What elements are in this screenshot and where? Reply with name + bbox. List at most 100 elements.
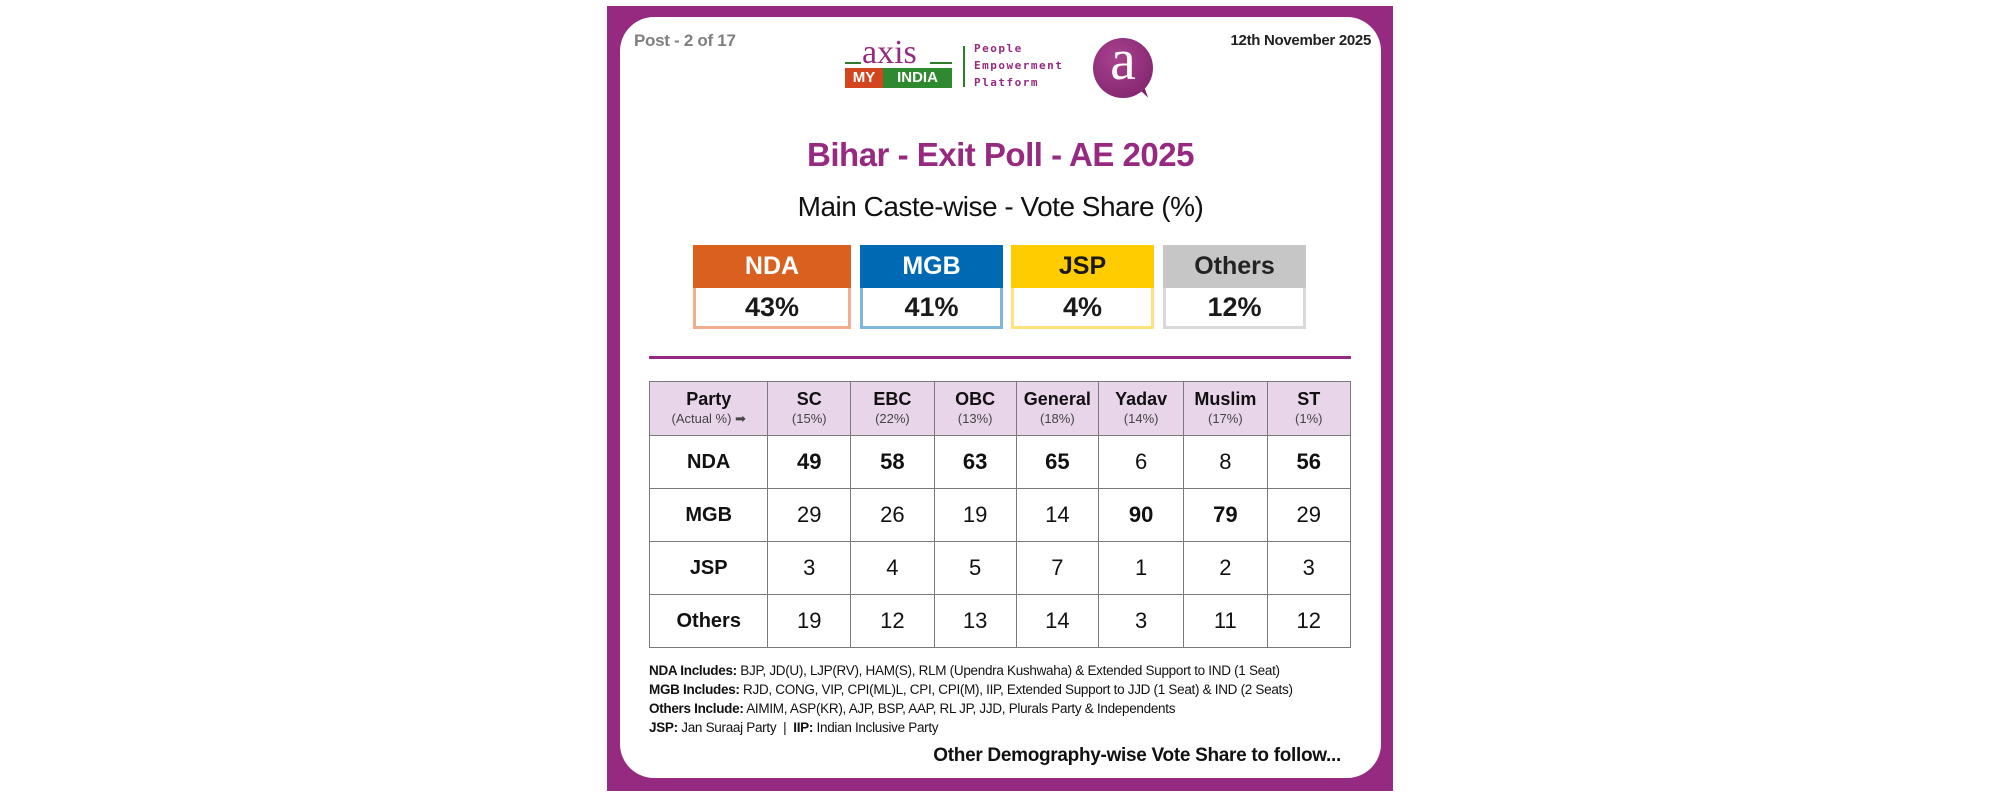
summary-party: Others [1163,245,1306,288]
table-cell: 65 [1015,435,1100,489]
caste-vote-share-table: Party (Actual %) ➡ SC (15%) EBC (22%) OBC (13%)… [648,381,1352,648]
tagline-line-3: Platform [974,76,1039,89]
column-name: ST [1297,388,1321,409]
summary-box-mgb: MGB 41% [860,245,1003,332]
follow-up-note: Other Demography-wise Vote Share to foll… [933,745,1341,766]
page-subtitle: Main Caste-wise - Vote Share (%) [797,191,1204,222]
summary-share: 4% [1011,288,1154,329]
column-name: EBC [873,388,912,409]
note-others: Others Include: AIMIM, ASP(KR), AJP, BSP… [649,701,1175,716]
logo-axis-text: axis [862,34,917,71]
header-general: General (18%) [1015,381,1100,436]
summary-share: 12% [1163,288,1306,329]
column-name: SC [796,388,822,409]
logo-line-left [845,62,861,64]
column-actual-pct: (18%) [1039,410,1075,426]
column-actual-pct: (14%) [1123,410,1159,426]
bubble-letter: a [1110,27,1136,92]
post-date: 12th November 2025 [1230,32,1371,49]
header-actual-label: (Actual %) ➡ [671,410,746,426]
note-others-label: Others Include: [649,701,744,716]
table-cell: 3 [1098,594,1185,648]
column-actual-pct: (13%) [957,410,993,426]
table-row-others: Others 19 12 13 14 3 11 12 [648,594,1352,648]
header-ebc: EBC (22%) [850,381,935,436]
table-cell: 7 [1015,541,1100,595]
table-cell: 58 [850,435,935,489]
table-cell: 29 [1266,488,1352,542]
summary-box-jsp: JSP 4% [1011,245,1154,332]
summary-share: 41% [860,288,1003,329]
table-row-jsp: JSP 3 4 5 7 1 2 3 [648,541,1352,595]
summary-party: NDA [693,245,851,288]
summary-party: MGB [860,245,1003,288]
summary-box-nda: NDA 43% [693,245,851,332]
column-name: General [1023,388,1091,409]
table-cell: 79 [1183,488,1268,542]
column-actual-pct: (17%) [1208,410,1243,426]
table-row-mgb: MGB 29 26 19 14 90 79 29 [648,488,1352,542]
note-mgb-label: MGB Includes: [649,682,740,697]
column-actual-pct: (22%) [875,410,910,426]
table-cell: 19 [933,488,1017,542]
header-party-label: Party [686,388,732,409]
table-cell: 5 [933,541,1017,595]
table-cell: 4 [850,541,935,595]
column-name: Muslim [1194,388,1257,409]
logo-divider [963,46,965,87]
tagline-line-1: People [974,42,1023,55]
table-cell: 14 [1015,594,1100,648]
table-cell: 19 [767,594,852,648]
table-cell: 3 [1266,541,1352,595]
table-cell: 1 [1098,541,1185,595]
row-party: MGB [648,488,769,542]
logo-line-right [930,62,952,64]
note-others-text: AIMIM, ASP(KR), AJP, BSP, AAP, RL JP, JJ… [743,701,1176,716]
column-actual-pct: (1%) [1295,410,1323,426]
table-cell: 8 [1183,435,1268,489]
table-cell: 14 [1015,488,1100,542]
note-iip-text: Indian Inclusive Party [813,720,939,735]
header-yadav: Yadav (14%) [1098,381,1185,436]
table-cell: 90 [1098,488,1185,542]
divider [649,356,1351,359]
note-jsp-text: Jan Suraaj Party | [677,720,794,735]
logo-my: MY [845,68,883,88]
summary-share: 43% [693,288,851,329]
table-cell: 11 [1183,594,1268,648]
note-mgb: MGB Includes: RJD, CONG, VIP, CPI(ML)L, … [649,682,1293,697]
note-nda: NDA Includes: BJP, JD(U), LJP(RV), HAM(S… [649,663,1280,678]
summary-box-others: Others 12% [1163,245,1306,332]
table-cell: 12 [850,594,935,648]
table-cell: 49 [767,435,852,489]
table-cell: 26 [850,488,935,542]
column-name: Yadav [1115,388,1168,409]
header-muslim: Muslim (17%) [1183,381,1268,436]
column-name: OBC [955,388,996,409]
table-row-nda: NDA 49 58 63 65 6 8 56 [648,435,1352,489]
post-counter: Post - 2 of 17 [634,31,736,50]
table-cell: 3 [767,541,852,595]
header-st: ST (1%) [1266,381,1352,436]
note-jsp-label: JSP: [649,720,678,735]
note-nda-label: NDA Includes: [649,663,737,678]
table-cell: 6 [1098,435,1185,489]
column-actual-pct: (15%) [791,410,827,426]
speech-bubble-logo-icon [1093,38,1153,98]
table-header-row: Party (Actual %) ➡ SC (15%) EBC (22%) OBC (13%)… [648,381,1352,436]
table-cell: 56 [1266,435,1352,489]
note-iip-label: IIP: [793,720,814,735]
table-cell: 13 [933,594,1017,648]
table-cell: 63 [933,435,1017,489]
header-party: Party (Actual %) ➡ [648,381,769,436]
table-cell: 12 [1266,594,1352,648]
header-sc: SC (15%) [767,381,852,436]
row-party: NDA [648,435,769,489]
note-nda-text: BJP, JD(U), LJP(RV), HAM(S), RLM (Upendr… [736,663,1280,678]
header-obc: OBC (13%) [933,381,1017,436]
page-title: Bihar - Exit Poll - AE 2025 [807,136,1194,173]
note-mgb-text: RJD, CONG, VIP, CPI(ML)L, CPI, CPI(M), I… [739,682,1293,697]
summary-party: JSP [1011,245,1154,288]
logo-myindia-band: MY INDIA [845,68,952,88]
row-party: Others [648,594,769,648]
